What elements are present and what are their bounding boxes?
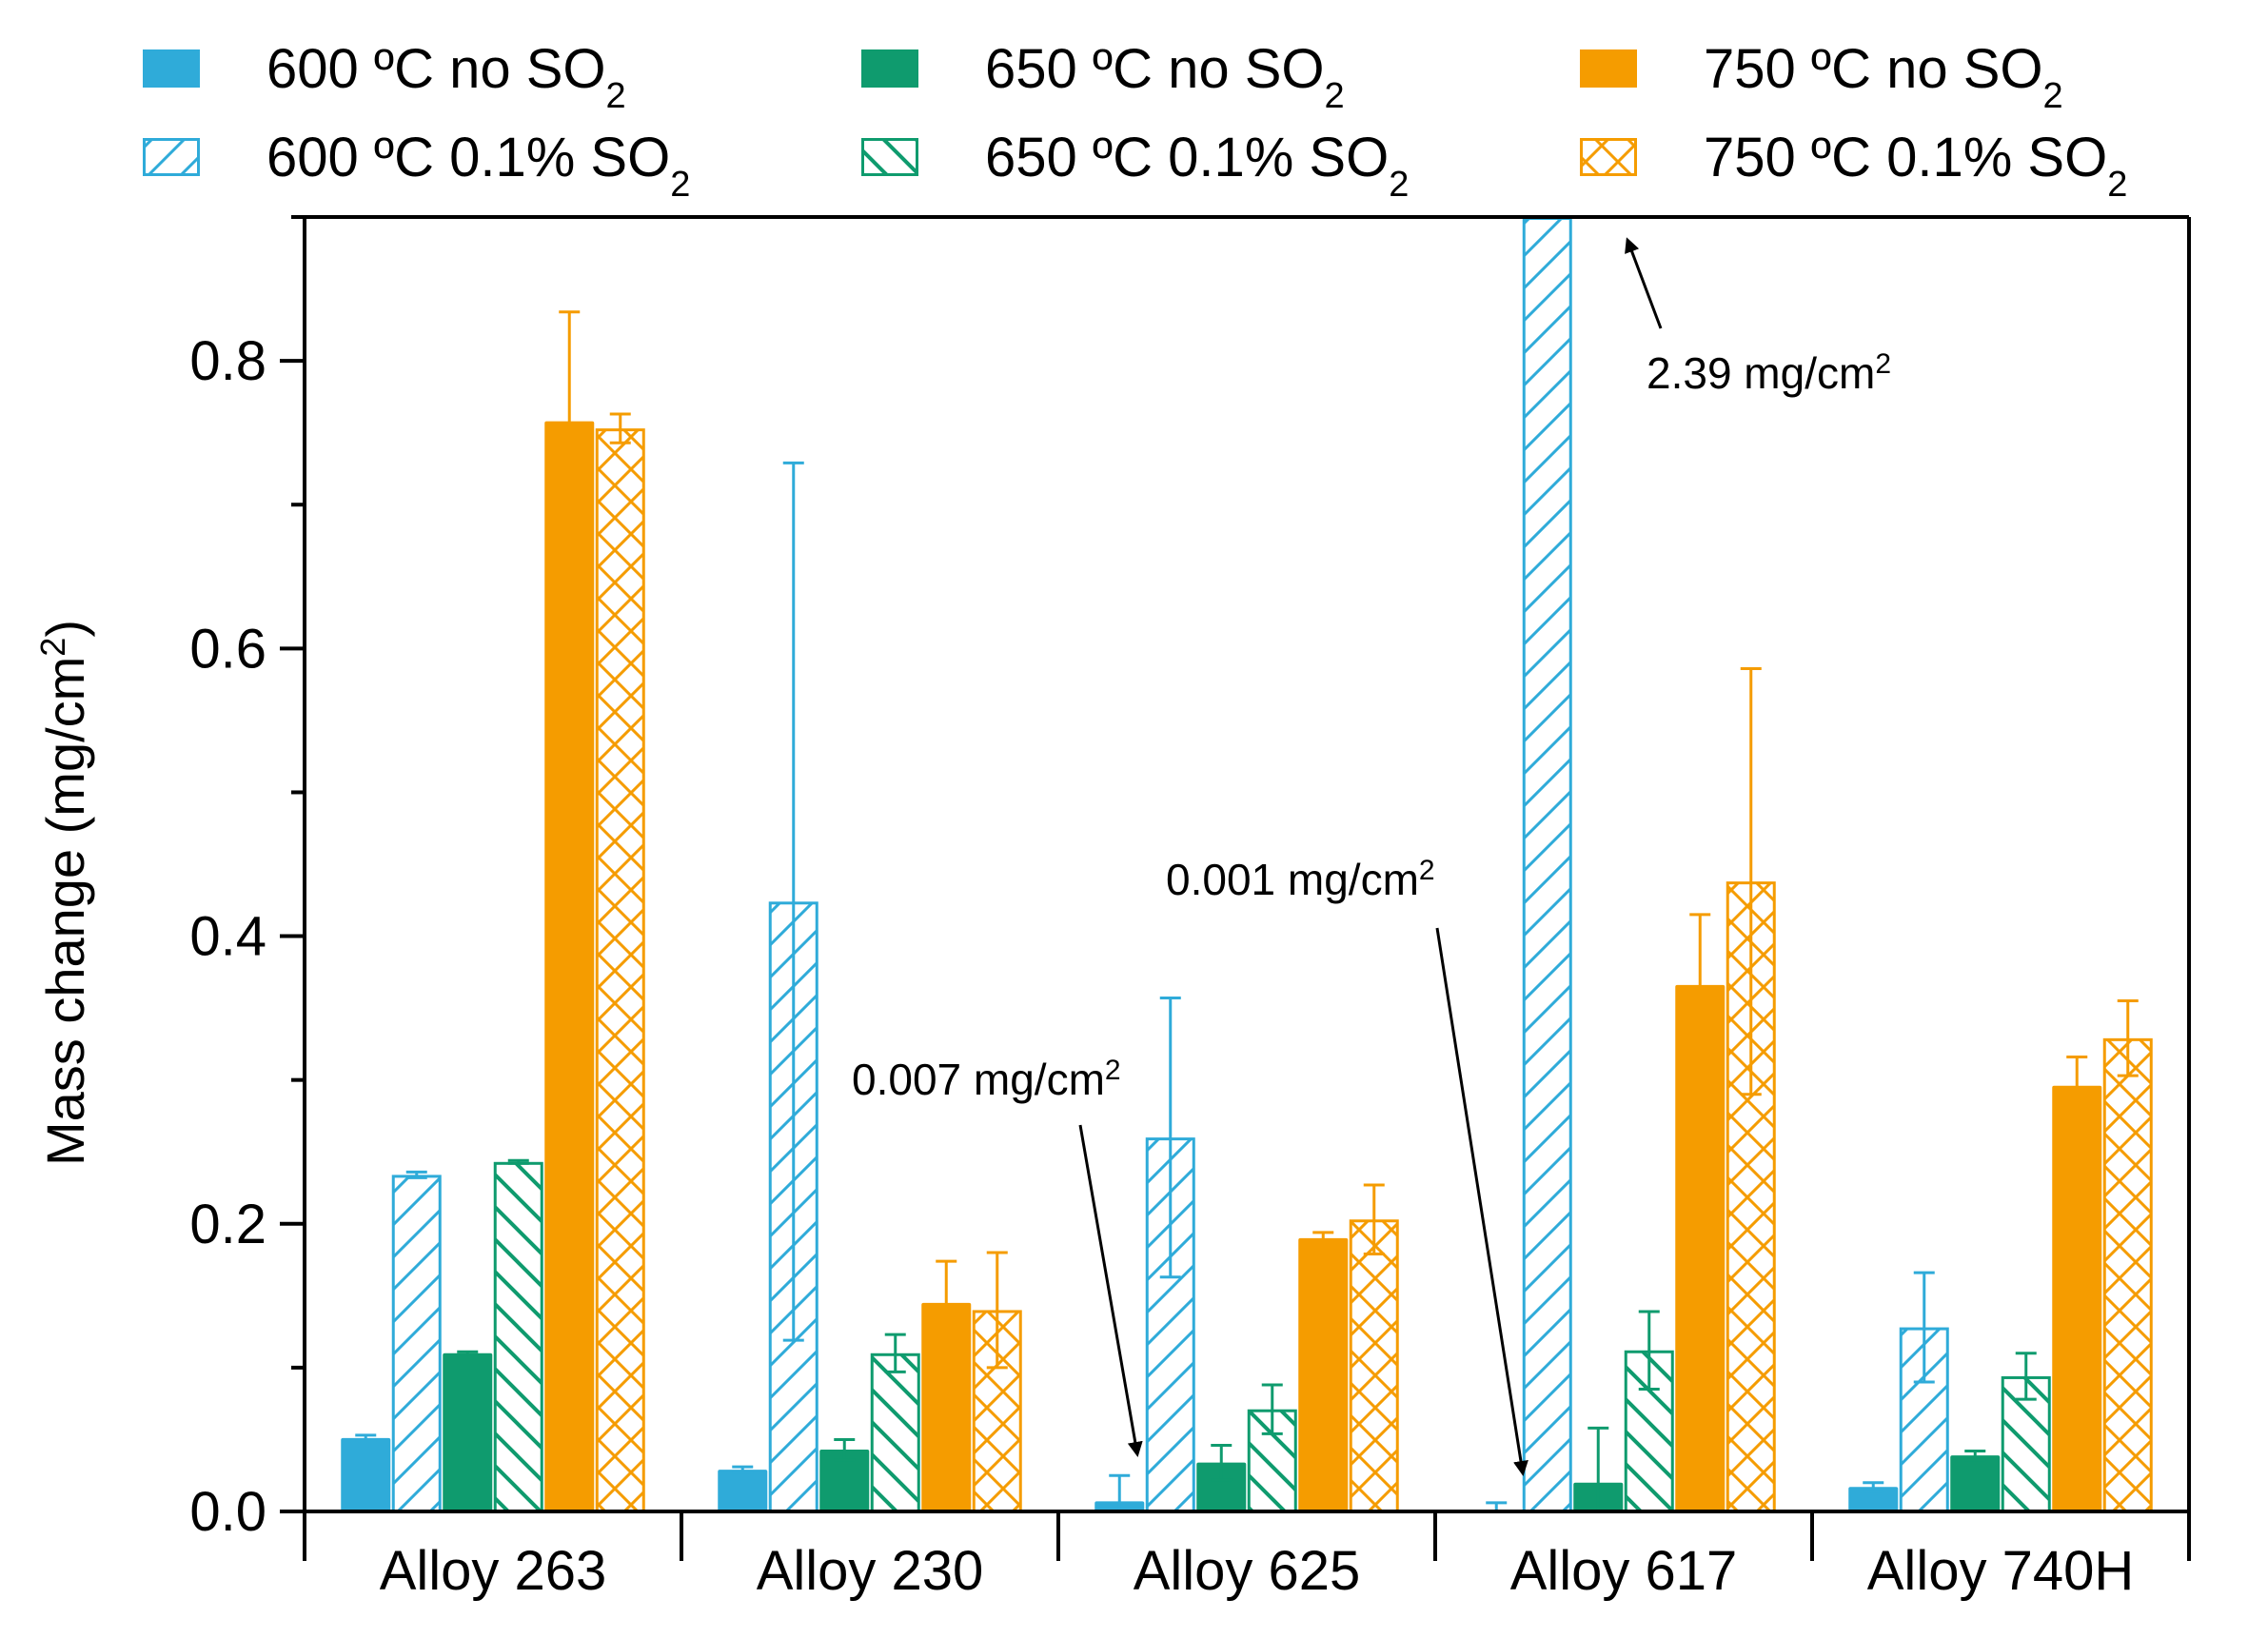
bar-alloy-230-s750 bbox=[921, 1302, 972, 1511]
legend-label-sub: 2 bbox=[1389, 165, 1409, 205]
legend-swatch-s650so2 bbox=[861, 138, 918, 176]
legend-label-sub: 2 bbox=[2043, 76, 2063, 116]
legend-label-s600so2: 600 ºC 0.1% SO2 bbox=[266, 127, 690, 205]
annotation-label-sup: 2 bbox=[1419, 855, 1435, 886]
errorbar-alloy-740h-s600 bbox=[1863, 1481, 1884, 1493]
legend-label-sub: 2 bbox=[2107, 165, 2127, 205]
y-tick-label: 0.6 bbox=[189, 618, 266, 680]
legend-swatch-s600so2 bbox=[143, 138, 200, 176]
error-bars bbox=[355, 310, 2139, 1511]
legend: 600 ºC no SO2 600 ºC 0.1% SO2 650 ºC no SO… bbox=[143, 38, 2127, 205]
errorbar-alloy-263-s750 bbox=[559, 310, 581, 532]
errorbar-alloy-740h-s750so2 bbox=[2117, 999, 2139, 1077]
y-axis-label-sup: 2 bbox=[33, 638, 72, 657]
errorbar-alloy-625-s650so2 bbox=[1261, 1383, 1283, 1435]
errorbar-alloy-617-s750 bbox=[1689, 913, 1711, 1057]
bar-alloy-625-s750so2 bbox=[1349, 1219, 1399, 1511]
annotation-label-sup: 2 bbox=[1105, 1055, 1121, 1086]
x-tick-label: Alloy 740H bbox=[1867, 1540, 2134, 1602]
annotation-arrow bbox=[1435, 927, 1528, 1476]
x-tick-label: Alloy 263 bbox=[380, 1540, 607, 1602]
y-tick-label: 0.0 bbox=[189, 1481, 266, 1543]
errorbar-alloy-740h-s750 bbox=[2066, 1055, 2088, 1116]
bar-alloy-263-s650 bbox=[443, 1353, 493, 1511]
legend-swatch-s750 bbox=[1580, 49, 1637, 88]
legend-label-sub: 2 bbox=[606, 76, 626, 116]
legend-label-s750so2: 750 ºC 0.1% SO2 bbox=[1704, 127, 2127, 205]
y-axis-label: Mass change (mg/cm2) bbox=[33, 620, 96, 1166]
errorbar-alloy-263-s650 bbox=[457, 1350, 479, 1356]
errorbar-alloy-230-s600so2 bbox=[782, 461, 804, 1342]
bar-alloy-263-s600so2 bbox=[391, 1175, 442, 1511]
annotation-arrow bbox=[1625, 237, 1663, 329]
bar-alloy-625-s650 bbox=[1196, 1462, 1247, 1511]
annotation-label: 2.39 mg/cm2 bbox=[1647, 348, 1891, 399]
annotations: 2.39 mg/cm2 0.001 mg/cm2 0.007 mg/cm2 bbox=[852, 237, 1891, 1476]
legend-label-s600: 600 ºC no SO2 bbox=[266, 38, 626, 116]
errorbar-alloy-263-s750so2 bbox=[609, 412, 631, 444]
errorbar-alloy-617-s750so2 bbox=[1740, 666, 1762, 1096]
bar-alloy-625-s750 bbox=[1298, 1237, 1349, 1511]
errorbar-alloy-625-s750so2 bbox=[1363, 1183, 1385, 1256]
legend-label-sub: 2 bbox=[1325, 76, 1345, 116]
annotation-label: 0.007 mg/cm2 bbox=[852, 1055, 1121, 1105]
legend-label-s650: 650 ºC no SO2 bbox=[985, 38, 1345, 116]
bar-alloy-263-s750so2 bbox=[595, 428, 645, 1511]
bar-alloy-740h-s750so2 bbox=[2102, 1037, 2153, 1511]
x-tick-label: Alloy 625 bbox=[1134, 1540, 1361, 1602]
legend-swatch-s600 bbox=[143, 49, 200, 88]
legend-label-s750: 750 ºC no SO2 bbox=[1704, 38, 2063, 116]
errorbar-alloy-230-s750 bbox=[936, 1259, 957, 1347]
y-tick-label: 0.8 bbox=[189, 330, 266, 392]
bar-alloy-230-s650so2 bbox=[870, 1353, 920, 1511]
annotation-label-sup: 2 bbox=[1875, 348, 1891, 380]
errorbar-alloy-625-s750 bbox=[1312, 1231, 1334, 1246]
errorbar-alloy-263-s650so2 bbox=[507, 1158, 529, 1165]
bar-alloy-230-s650 bbox=[819, 1450, 870, 1511]
bar-alloy-740h-s600 bbox=[1848, 1487, 1899, 1511]
y-axis-label-close: ) bbox=[35, 620, 95, 638]
annotation-label: 0.001 mg/cm2 bbox=[1166, 855, 1435, 905]
axes: 0.0 0.2 0.4 0.6 0.8 Mass change (mg/cm2) Alloy… bbox=[33, 215, 2191, 1602]
legend-label-s650so2: 650 ºC 0.1% SO2 bbox=[985, 127, 1409, 205]
errorbar-alloy-263-s600so2 bbox=[405, 1170, 427, 1179]
bar-alloy-263-s650so2 bbox=[493, 1161, 543, 1511]
y-tick-label: 0.4 bbox=[189, 906, 266, 968]
bar-alloy-263-s600 bbox=[341, 1437, 391, 1511]
bar-alloy-617-s600so2 bbox=[1522, 217, 1572, 1511]
bar-alloy-740h-s650 bbox=[1950, 1455, 2001, 1511]
errorbar-alloy-740h-s650 bbox=[1964, 1450, 1986, 1462]
errorbar-alloy-263-s600 bbox=[355, 1433, 377, 1443]
errorbar-alloy-230-s750so2 bbox=[986, 1251, 1008, 1370]
bar-alloy-617-s750 bbox=[1675, 984, 1726, 1511]
errorbar-alloy-625-s600so2 bbox=[1159, 997, 1181, 1279]
x-tick-label: Alloy 617 bbox=[1510, 1540, 1738, 1602]
plot-area: 0.0 0.2 0.4 0.6 0.8 Mass change (mg/cm2) Alloy… bbox=[33, 215, 2191, 1602]
errorbar-alloy-740h-s600so2 bbox=[1913, 1271, 1935, 1384]
bar-alloy-263-s750 bbox=[544, 421, 595, 1511]
x-tick-label: Alloy 230 bbox=[757, 1540, 984, 1602]
errorbar-alloy-617-s650so2 bbox=[1638, 1310, 1660, 1392]
errorbar-alloy-740h-s650so2 bbox=[2015, 1352, 2037, 1401]
bar-alloy-740h-s750 bbox=[2052, 1085, 2102, 1511]
annotation-arrow bbox=[1078, 1124, 1143, 1457]
errorbar-alloy-230-s650so2 bbox=[884, 1333, 906, 1373]
legend-swatch-s650 bbox=[861, 49, 918, 88]
errorbar-alloy-625-s600 bbox=[1109, 1473, 1131, 1511]
legend-label-sub: 2 bbox=[670, 165, 690, 205]
errorbar-alloy-230-s600 bbox=[732, 1465, 754, 1474]
errorbar-alloy-625-s650 bbox=[1211, 1443, 1233, 1482]
legend-swatch-s750so2 bbox=[1580, 138, 1637, 176]
y-tick-label: 0.2 bbox=[189, 1194, 266, 1255]
bar-alloy-230-s600 bbox=[718, 1470, 768, 1511]
errorbar-alloy-230-s650 bbox=[834, 1437, 856, 1462]
errorbar-alloy-617-s650 bbox=[1588, 1426, 1609, 1511]
